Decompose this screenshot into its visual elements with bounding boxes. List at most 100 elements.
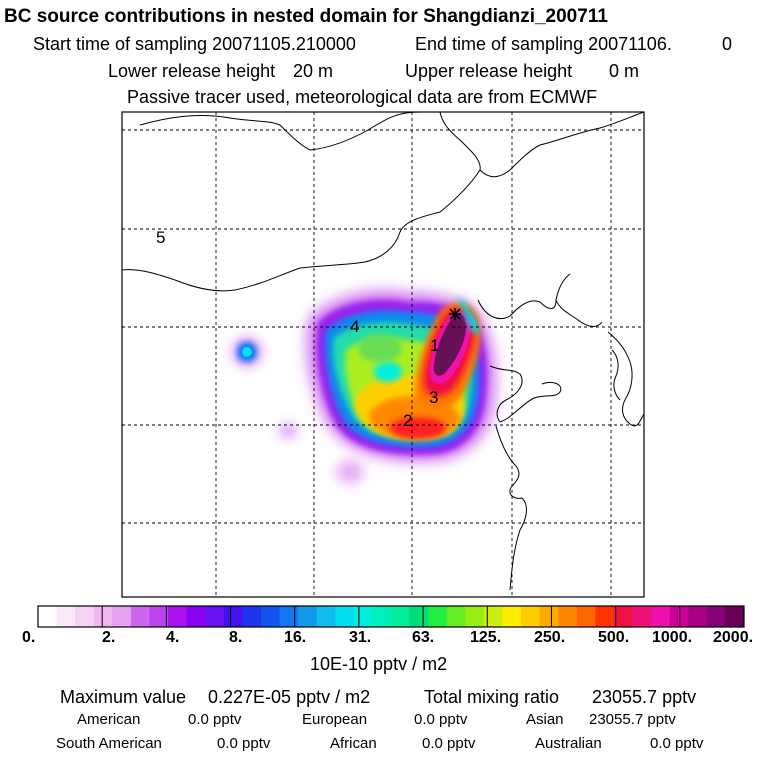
region-australian-value: 0.0 pptv (650, 735, 704, 752)
region-south-american-name: South American (56, 735, 162, 752)
colorbar-swatch (539, 606, 559, 627)
colorbar-swatch (483, 606, 503, 627)
region-label-2: 2 (403, 411, 413, 430)
colorbar-swatch (93, 606, 113, 627)
colorbar-swatch (576, 606, 596, 627)
colorbar-swatch (688, 606, 708, 627)
colorbar-swatch (372, 606, 392, 627)
colorbar-tick: 4. (166, 629, 180, 646)
region-european-name: European (302, 711, 368, 728)
end-time-value: 0 (722, 34, 733, 54)
region-african-name: African (330, 735, 377, 752)
colorbar-swatch (446, 606, 466, 627)
coast-korea-inner (611, 349, 621, 401)
coast-east (495, 425, 527, 591)
coast-bohai (477, 273, 571, 320)
upper-release-value: 0 m (609, 61, 640, 81)
colorbar-swatch (428, 606, 448, 627)
colorbar-tick: 1000. (652, 629, 693, 646)
lower-release-label: Lower release height (108, 61, 276, 81)
region-asian-value: 23055.7 pptv (589, 711, 676, 728)
colorbar-swatch (242, 606, 262, 627)
max-value: 0.227E-05 pptv / m2 (208, 687, 371, 707)
colorbar-tick: 2000. (713, 629, 754, 646)
plume-fringe-small (280, 425, 296, 437)
plume-coast-cyan (456, 296, 480, 334)
colorbar-swatch (56, 606, 76, 627)
coastlines (122, 112, 644, 591)
colorbar-tick: 63. (412, 629, 435, 646)
colorbar-swatch (632, 606, 652, 627)
receptor-star-icon (449, 308, 461, 320)
map-frame (121, 111, 645, 598)
border-north (139, 112, 421, 151)
colorbar-swatch (335, 606, 355, 627)
colorbar-tick: 8. (229, 629, 243, 646)
plume-center-green (358, 334, 402, 362)
tracer-note: Passive tracer used, meteorological data… (127, 87, 598, 107)
border-northeast (479, 112, 644, 178)
colorbar-swatch (168, 606, 188, 627)
plume-fringe-south (336, 460, 364, 484)
region-label-1: 1 (430, 336, 440, 355)
region-label-3: 3 (429, 388, 439, 407)
colorbar (37, 605, 745, 628)
colorbar-swatch (391, 606, 410, 627)
colorbar-tick: 0. (22, 629, 36, 646)
lower-release-value: 20 m (293, 61, 334, 81)
total-mixing-label: Total mixing ratio (424, 687, 560, 707)
colorbar-frame (37, 605, 745, 628)
colorbar-swatch (316, 606, 336, 627)
colorbar-unit: 10E-10 pptv / m2 (310, 654, 448, 674)
colorbar-swatch (298, 606, 318, 627)
region-american-name: American (77, 711, 141, 728)
colorbar-swatch (75, 606, 95, 627)
plume-ridge-dark (433, 313, 466, 376)
colorbar-swatch (558, 606, 578, 627)
colorbar-swatch (260, 606, 280, 627)
colorbar-tick: 250. (534, 629, 566, 646)
colorbar-swatch (112, 606, 132, 627)
colorbar-tick: 2. (102, 629, 116, 646)
colorbar-swatch (706, 606, 726, 627)
border-mongolia (122, 112, 481, 292)
colorbar-swatch (409, 606, 429, 627)
colorbar-swatch (205, 606, 225, 627)
plume-west-cyan (242, 347, 252, 357)
upper-release-label: Upper release height (405, 61, 573, 81)
colorbar-swatch (38, 606, 57, 627)
region-american-value: 0.0 pptv (188, 711, 242, 728)
colorbar-swatch (669, 606, 689, 627)
region-african-value: 0.0 pptv (422, 735, 476, 752)
colorbar-swatch (502, 606, 522, 627)
coast-shandong-pen (499, 381, 562, 423)
region-european-value: 0.0 pptv (414, 711, 468, 728)
colorbar-swatch (521, 606, 541, 627)
colorbar-swatch (725, 606, 745, 627)
colorbar-tick: 125. (470, 629, 502, 646)
coast-korea (607, 331, 644, 427)
colorbar-swatch (223, 606, 243, 627)
colorbar-tick: 16. (284, 629, 307, 646)
colorbar-swatch (353, 606, 373, 627)
colorbar-swatch (465, 606, 485, 627)
colorbar-swatch (613, 606, 633, 627)
colorbar-tick: 31. (349, 629, 372, 646)
max-value-label: Maximum value (60, 687, 187, 707)
region-label-5: 5 (156, 228, 166, 247)
coast-shandong (489, 365, 523, 423)
region-asian-name: Asian (526, 711, 564, 728)
colorbar-swatch (149, 606, 169, 627)
plume-center-cyan (374, 362, 402, 382)
coast-korea-west (555, 299, 603, 327)
total-mixing-value: 23055.7 pptv (592, 687, 697, 707)
colorbar-swatch (651, 606, 671, 627)
colorbar-tick: 500. (598, 629, 630, 646)
map-title: BC source contributions in nested domain… (4, 6, 608, 27)
colorbar-swatch (279, 606, 299, 627)
plume-layer (232, 289, 497, 484)
plume-red-south (390, 417, 446, 439)
end-time-label: End time of sampling 20071106. (415, 34, 672, 54)
start-time: Start time of sampling 20071105.210000 (33, 34, 356, 54)
